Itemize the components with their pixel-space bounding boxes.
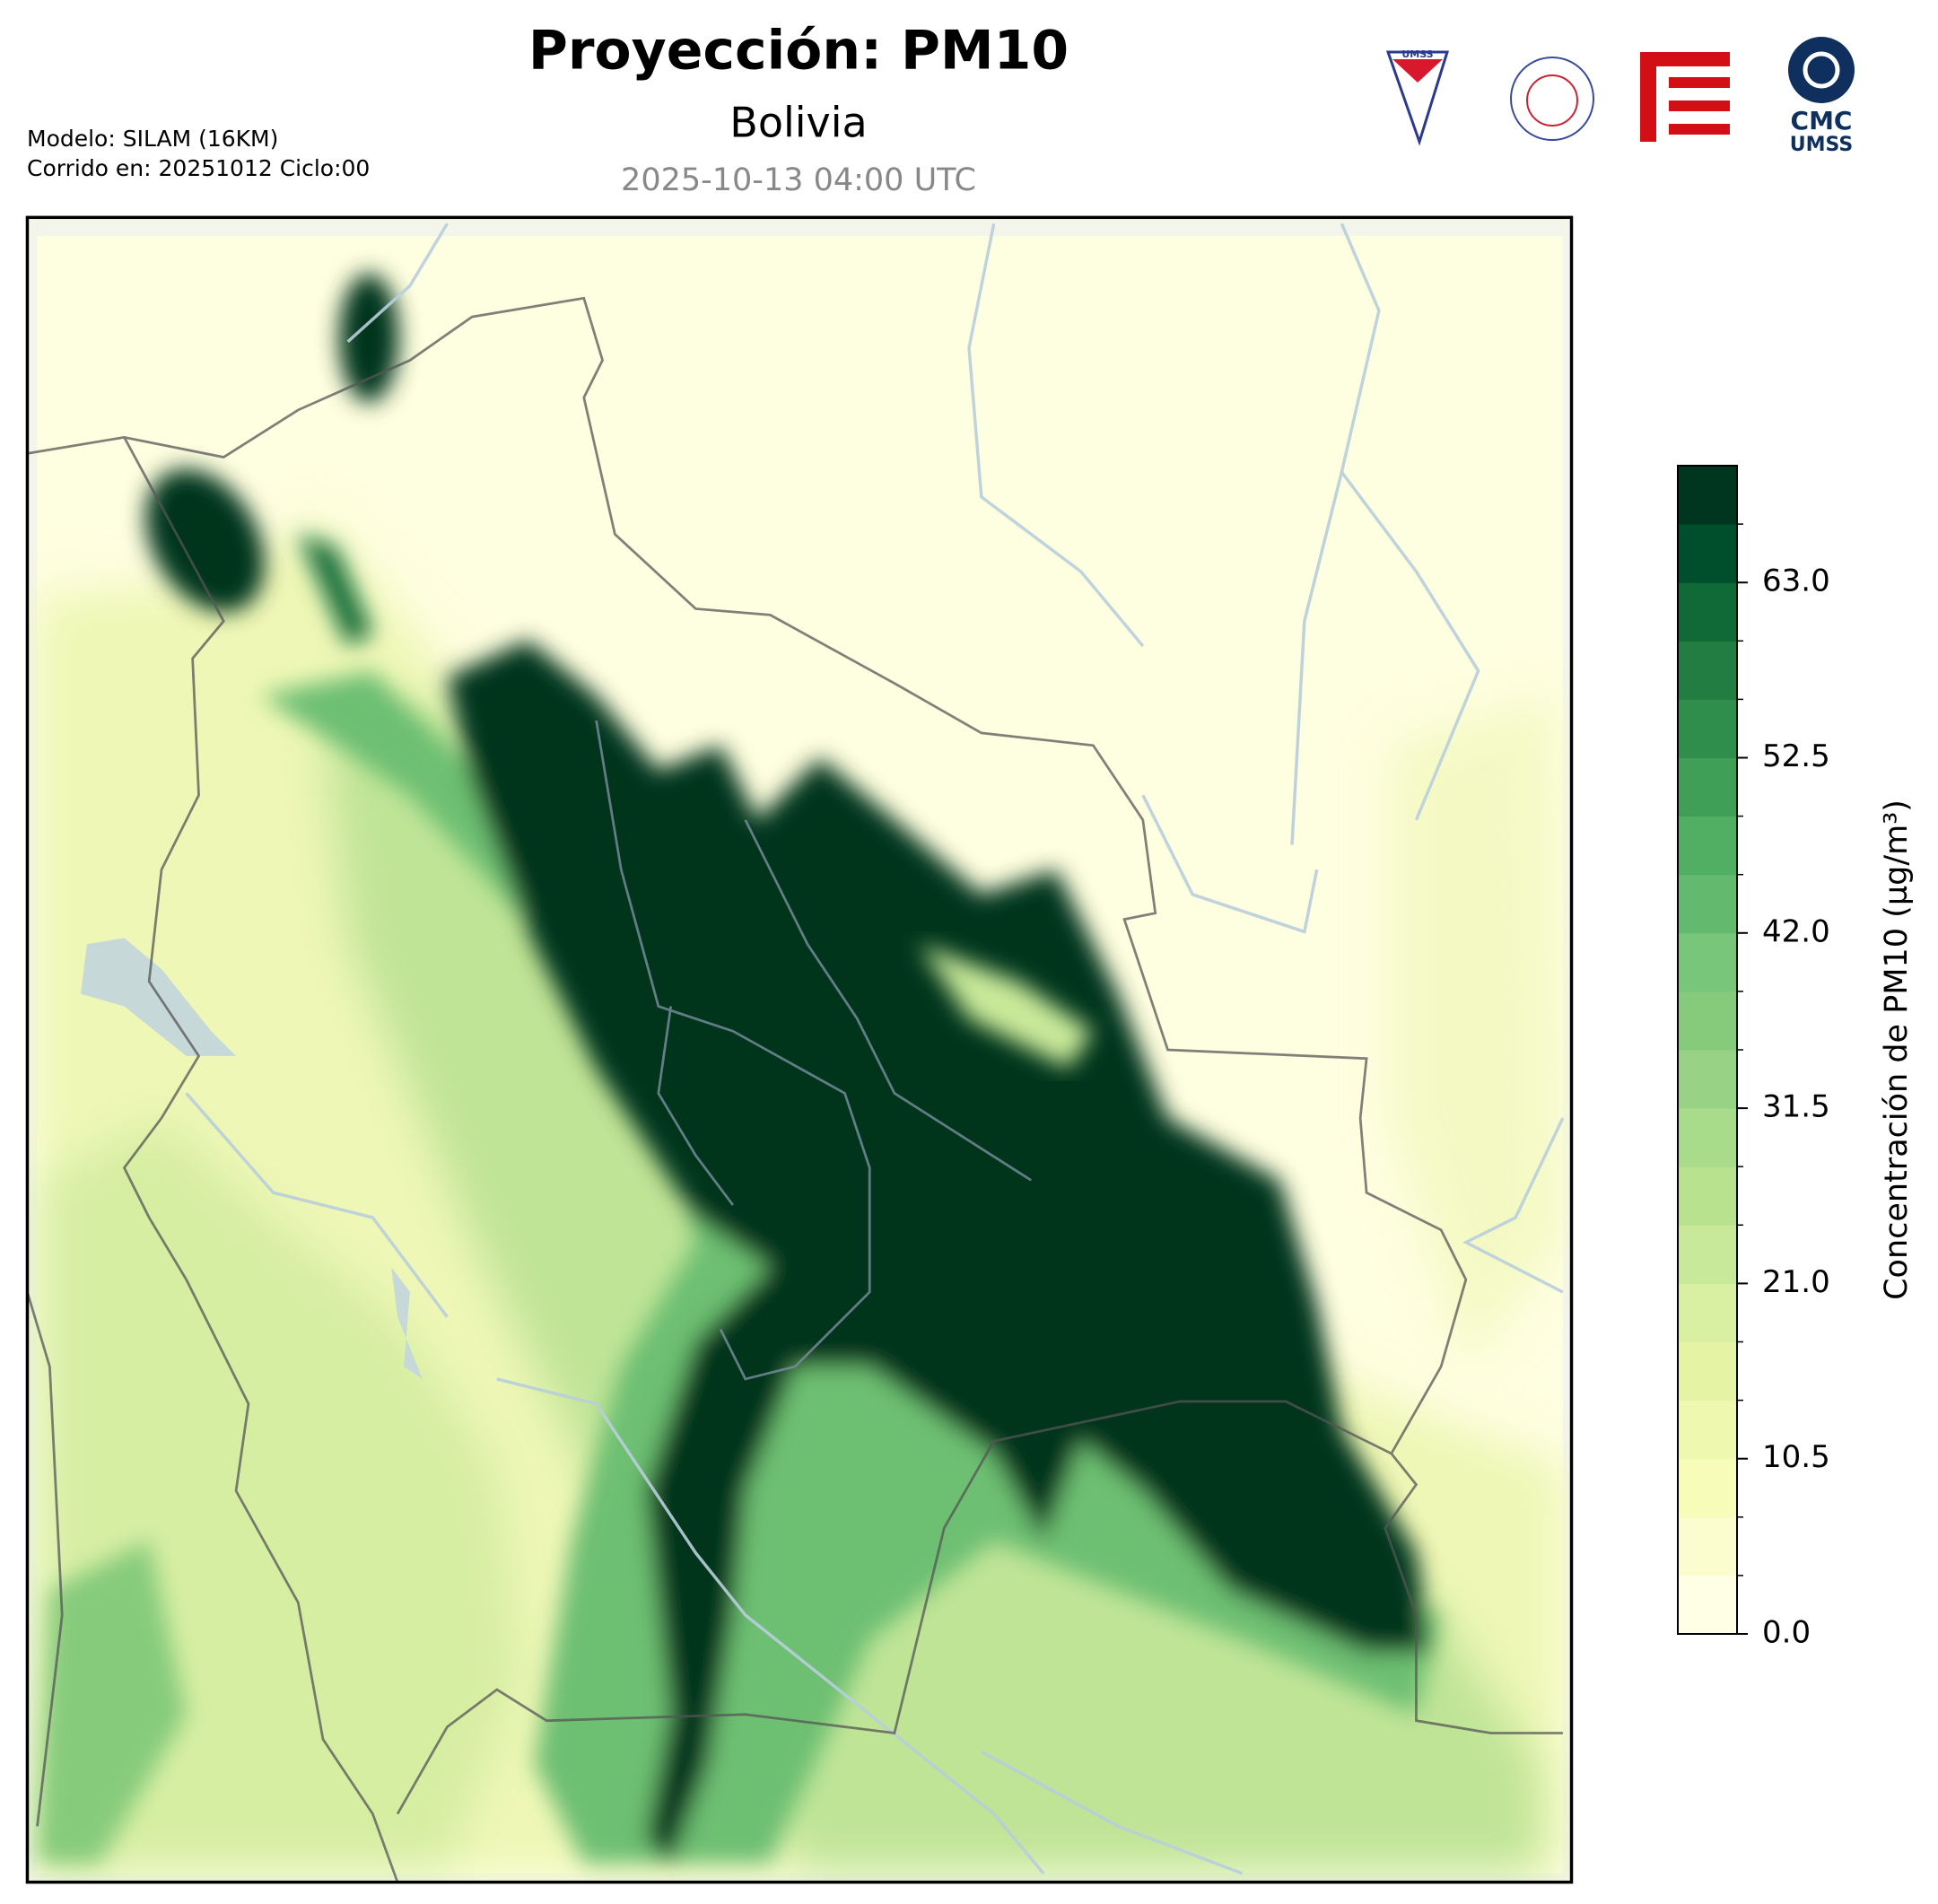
colorbar-band — [1678, 991, 1737, 1051]
colorbar-tick-label: 0.0 — [1762, 1615, 1811, 1651]
colorbar-band — [1678, 1166, 1737, 1226]
colorbar-tick-label: 21.0 — [1762, 1264, 1830, 1300]
run-info: Corrido en: 20251012 Ciclo:00 — [27, 155, 370, 181]
colorbar-band — [1678, 816, 1737, 876]
map — [25, 215, 1574, 1884]
colorbar-band — [1678, 1575, 1737, 1635]
colorbar-tick-label: 63.0 — [1762, 563, 1830, 599]
colorbar-band — [1678, 466, 1737, 525]
colorbar-band — [1678, 699, 1737, 758]
title: Proyección: PM10 — [528, 20, 1069, 83]
logo-text: CMC — [1791, 106, 1853, 135]
colorbar-band — [1678, 1225, 1737, 1284]
colorbar: 0.0 10.5 21.0 31.5 42.0 52.5 63.0 — [1677, 465, 1830, 1651]
colorbar-band — [1678, 1341, 1737, 1402]
colorbar-tick-label: 42.0 — [1762, 913, 1830, 949]
model-info: Modelo: SILAM (16KM) — [27, 126, 278, 152]
datetime: 2025-10-13 04:00 UTC — [621, 162, 976, 198]
logo-text: UMSS — [1790, 134, 1853, 156]
colorbar-band — [1678, 524, 1737, 583]
logo-cmc: CMC UMSS — [1788, 37, 1855, 156]
colorbar-label: Concentración de PM10 (µg/m³) — [1879, 799, 1915, 1300]
colorbar-tick-label: 10.5 — [1762, 1439, 1830, 1475]
colorbar-band — [1678, 1516, 1737, 1576]
colorbar-tick-label: 52.5 — [1762, 738, 1830, 774]
colorbar-tick-label: 31.5 — [1762, 1089, 1830, 1125]
colorbar-band — [1678, 757, 1737, 817]
colorbar-band — [1678, 874, 1737, 934]
colorbar-band — [1678, 932, 1737, 992]
subtitle: Bolivia — [729, 99, 867, 147]
colorbar-band — [1678, 1050, 1737, 1109]
logo-fcyt — [1640, 52, 1730, 142]
colorbar-band — [1678, 1458, 1737, 1518]
logo-text: UMSS — [1401, 48, 1433, 60]
logo-fisica — [1510, 57, 1594, 141]
colorbar-frame — [1677, 465, 1738, 1635]
colorbar-band — [1678, 1108, 1737, 1167]
colorbar-band — [1678, 1283, 1737, 1342]
colorbar-band — [1678, 1400, 1737, 1460]
colorbar-band — [1678, 582, 1737, 642]
logo-umss: UMSS — [1385, 48, 1450, 146]
colorbar-band — [1678, 641, 1737, 700]
